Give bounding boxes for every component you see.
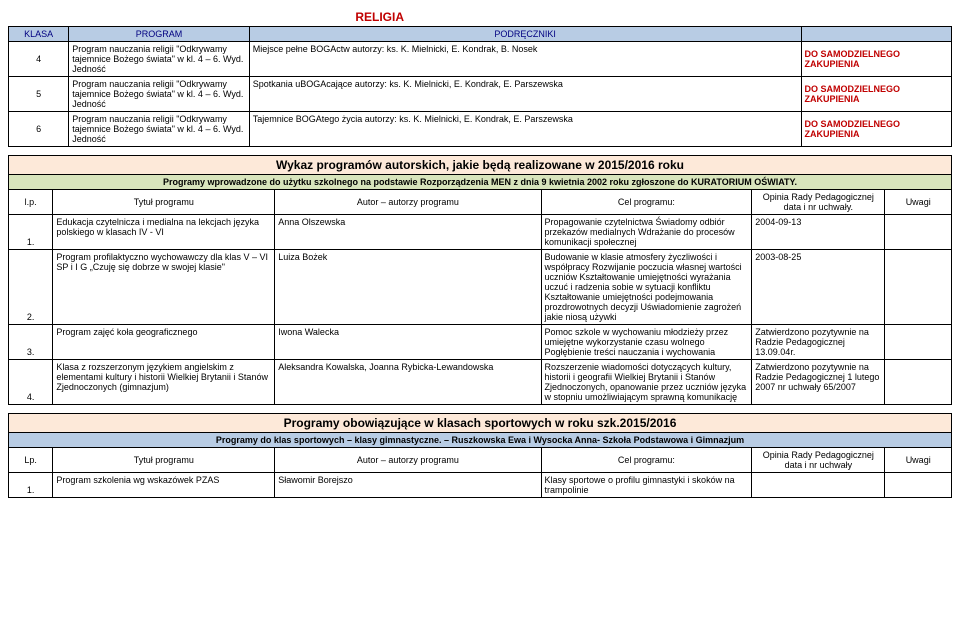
- autorskie-title: Wykaz programów autorskich, jakie będą r…: [9, 156, 952, 175]
- autorskie-row: 1. Edukacja czytelnicza i medialna na le…: [9, 215, 952, 250]
- th-podreczniki: PODRĘCZNIKI: [249, 27, 801, 42]
- th-cel: Cel programu:: [541, 448, 752, 473]
- autorskie-row: 4. Klasa z rozszerzonym językiem angiels…: [9, 360, 952, 405]
- autorskie-row: 3. Program zajęć koła geograficznego Iwo…: [9, 325, 952, 360]
- th-opinia: Opinia Rady Pedagogicznej data i nr uchw…: [752, 448, 885, 473]
- th-klasa: KLASA: [9, 27, 69, 42]
- autorskie-subtitle: Programy wprowadzone do użytku szkolnego…: [9, 175, 952, 190]
- th-autor: Autor – autorzy programu: [275, 190, 541, 215]
- th-tytul: Tytuł programu: [53, 190, 275, 215]
- th-uwagi: Uwagi: [885, 448, 952, 473]
- th-program: PROGRAM: [69, 27, 250, 42]
- religia-row: 6 Program nauczania religii "Odkrywamy t…: [9, 112, 952, 147]
- th-empty: [801, 27, 952, 42]
- sportowe-row: 1. Program szkolenia wg wskazówek PZAS S…: [9, 473, 952, 498]
- sportowe-subtitle: Programy do klas sportowych – klasy gimn…: [9, 433, 952, 448]
- sportowe-table: Programy obowiązujące w klasach sportowy…: [8, 413, 952, 498]
- sportowe-title: Programy obowiązujące w klasach sportowy…: [9, 414, 952, 433]
- th-opinia: Opinia Rady Pedagogicznej data i nr uchw…: [752, 190, 885, 215]
- autorskie-table: Wykaz programów autorskich, jakie będą r…: [8, 155, 952, 405]
- religia-title: RELIGIA: [249, 8, 510, 27]
- th-cel: Cel programu:: [541, 190, 752, 215]
- autorskie-row: 2. Program profilaktyczno wychowawczy dl…: [9, 250, 952, 325]
- th-tytul: Tytuł programu: [53, 448, 275, 473]
- religia-row: 5 Program nauczania religii "Odkrywamy t…: [9, 77, 952, 112]
- th-uwagi: Uwagi: [885, 190, 952, 215]
- th-autor: Autor – autorzy programu: [275, 448, 541, 473]
- religia-table: RELIGIA KLASA PROGRAM PODRĘCZNIKI 4 Prog…: [8, 8, 952, 147]
- religia-row: 4 Program nauczania religii "Odkrywamy t…: [9, 42, 952, 77]
- th-lp: l.p.: [9, 190, 53, 215]
- th-lp: Lp.: [9, 448, 53, 473]
